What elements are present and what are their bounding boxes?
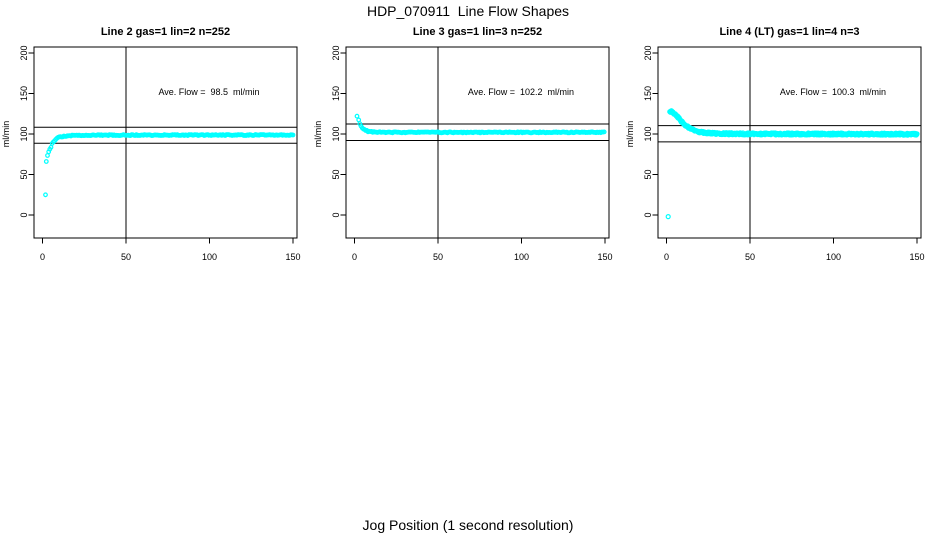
x-tick-label: 100	[826, 252, 841, 262]
panel-line-4-plot: 0 50 100 150 200 0 50 100 150 ml/min Ave. Flow = 1…	[625, 45, 925, 262]
y-axis: 0 50 100 150 200	[643, 45, 658, 218]
plot-box	[345, 46, 610, 239]
y-axis-title: ml/min	[1, 121, 11, 148]
y-tick-label: 0	[331, 212, 341, 217]
ave-flow-annotation: Ave. Flow = 102.2 ml/min	[468, 87, 574, 97]
y-tick-label: 50	[331, 169, 341, 179]
x-tick-label: 0	[40, 252, 45, 262]
y-axis: 0 50 100 150 200	[331, 45, 346, 218]
y-tick-label: 200	[331, 45, 341, 60]
panel-line-2: Line 2 gas=1 lin=2 n=252 0 50 100 150 200 0 50…	[0, 0, 312, 300]
scatter-points	[354, 113, 607, 136]
y-axis: 0 50 100 150 200	[19, 45, 34, 218]
y-tick-label: 200	[643, 45, 653, 60]
ave-flow-annotation: Ave. Flow = 100.3 ml/min	[780, 87, 886, 97]
ave-flow-annotation: Ave. Flow = 98.5 ml/min	[158, 87, 259, 97]
plot-box	[657, 46, 922, 239]
panel-line-2-plot: 0 50 100 150 200 0 50 100 150 ml/min Ave. Flow = 9…	[1, 45, 301, 262]
data-point	[677, 116, 683, 123]
panel-line-4-title: Line 4 (LT) gas=1 lin=4 n=3	[719, 26, 860, 38]
panel-line-3: Line 3 gas=1 lin=3 n=252 0 50 100 150 200 0 50…	[312, 0, 624, 300]
x-axis: 0 50 100 150	[352, 238, 613, 262]
x-axis-caption: Jog Position (1 second resolution)	[362, 517, 574, 533]
x-tick-label: 100	[514, 252, 529, 262]
y-tick-label: 0	[643, 212, 653, 217]
x-tick-label: 50	[121, 252, 131, 262]
data-point	[43, 192, 48, 198]
x-tick-label: 150	[909, 252, 924, 262]
y-tick-label: 100	[643, 126, 653, 141]
data-point	[356, 117, 362, 123]
data-point	[43, 159, 49, 164]
scatter-points	[43, 132, 296, 198]
page-title: HDP_070911 Line Flow Shapes	[366, 3, 570, 19]
data-point	[354, 113, 360, 119]
y-tick-label: 100	[19, 126, 29, 141]
y-tick-label: 150	[19, 86, 29, 101]
panel-line-3-plot: 0 50 100 150 200 0 50 100 150 ml/min Ave. Flow = 1…	[313, 45, 613, 262]
y-tick-label: 100	[331, 126, 341, 141]
x-tick-label: 100	[202, 252, 217, 262]
plot-box	[33, 46, 298, 239]
data-point	[45, 153, 50, 158]
x-tick-label: 150	[285, 252, 300, 262]
y-axis-title: ml/min	[625, 121, 635, 148]
x-tick-label: 0	[664, 252, 669, 262]
panel-line-4: Line 4 (LT) gas=1 lin=4 n=3 0 50 100 150 200…	[624, 0, 936, 300]
x-axis: 0 50 100 150	[40, 238, 301, 262]
panel-line-3-title: Line 3 gas=1 lin=3 n=252	[412, 26, 543, 38]
x-tick-label: 150	[597, 252, 612, 262]
data-point	[601, 129, 607, 135]
y-tick-label: 150	[331, 86, 341, 101]
data-point	[48, 144, 54, 150]
x-axis: 0 50 100 150	[664, 238, 925, 262]
y-tick-label: 0	[19, 212, 29, 217]
panel-line-2-title: Line 2 gas=1 lin=2 n=252	[100, 26, 231, 38]
y-tick-label: 50	[643, 169, 653, 179]
x-tick-label: 50	[745, 252, 755, 262]
y-tick-label: 50	[19, 169, 29, 179]
y-tick-label: 150	[643, 86, 653, 101]
data-point	[665, 214, 671, 220]
x-tick-label: 0	[352, 252, 357, 262]
data-point	[290, 132, 296, 138]
data-point	[914, 132, 920, 138]
scatter-points	[665, 108, 920, 220]
x-tick-label: 50	[433, 252, 443, 262]
y-tick-label: 200	[19, 45, 29, 60]
y-axis-title: ml/min	[313, 121, 323, 148]
